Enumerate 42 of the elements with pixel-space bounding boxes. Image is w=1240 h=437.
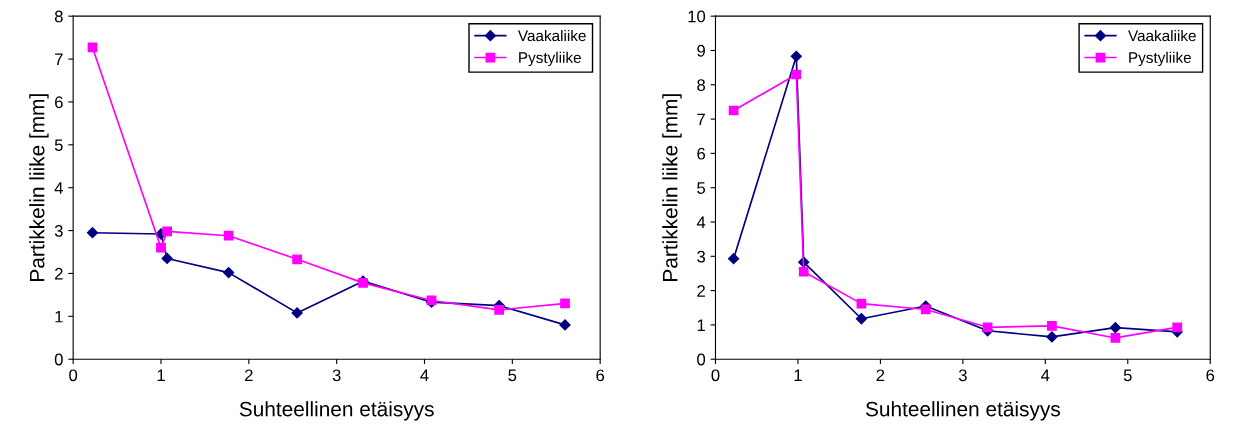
y-tick-label: 8 bbox=[54, 10, 63, 23]
y-tick-label: 2 bbox=[697, 285, 705, 297]
y-tick-label: 3 bbox=[54, 224, 63, 237]
x-tick-label: 4 bbox=[420, 369, 429, 382]
x-tick-label: 4 bbox=[1041, 369, 1050, 382]
y-tick-label: 0 bbox=[54, 353, 63, 366]
x-tick-label: 3 bbox=[332, 369, 341, 382]
x-tick-label: 1 bbox=[794, 369, 802, 382]
y-tick-label: 9 bbox=[697, 44, 705, 57]
y-tick-label: 6 bbox=[697, 147, 706, 160]
y-tick-label: 7 bbox=[55, 53, 63, 66]
y-tick-label: 5 bbox=[697, 182, 706, 194]
y-tick-label: 8 bbox=[697, 79, 706, 91]
y-tick-label: 2 bbox=[55, 267, 63, 280]
y-tick-label: 10 bbox=[688, 10, 706, 23]
x-tick-label: 6 bbox=[1206, 369, 1215, 382]
y-tick-label: 5 bbox=[54, 139, 63, 152]
x-tick-label: 2 bbox=[245, 369, 253, 382]
y-tick-label: 4 bbox=[696, 216, 706, 229]
y-tick-label: 7 bbox=[697, 113, 705, 126]
x-axis-title: Suhteellinen etäisyys bbox=[239, 401, 434, 421]
y-axis-title: Partikkelin liike [mm] bbox=[662, 94, 682, 281]
y-axis-title: Partikkelin liike [mm] bbox=[29, 94, 49, 281]
legend-label: Vaakaliike bbox=[1128, 29, 1196, 42]
x-tick-label: 6 bbox=[596, 369, 605, 382]
x-tick-label: 1 bbox=[157, 369, 165, 382]
y-tick-label: 1 bbox=[55, 310, 63, 323]
x-tick-label: 3 bbox=[958, 369, 967, 382]
y-tick-label: 1 bbox=[697, 319, 705, 331]
y-tick-label: 6 bbox=[55, 96, 63, 109]
x-tick-label: 5 bbox=[1123, 369, 1132, 382]
x-axis-title: Suhteellinen etäisyys bbox=[865, 401, 1060, 421]
legend-label: Pystyliike bbox=[1129, 51, 1191, 67]
legend-label: Vaakaliike bbox=[517, 29, 586, 42]
x-tick-label: 5 bbox=[508, 369, 517, 382]
x-tick-label: 0 bbox=[711, 369, 720, 382]
x-tick-label: 0 bbox=[69, 369, 78, 382]
y-tick-label: 3 bbox=[697, 250, 706, 263]
legend-label: Pystyliike bbox=[519, 51, 581, 67]
x-tick-label: 2 bbox=[876, 369, 885, 382]
y-tick-label: 0 bbox=[697, 353, 706, 366]
y-tick-label: 4 bbox=[54, 182, 63, 194]
